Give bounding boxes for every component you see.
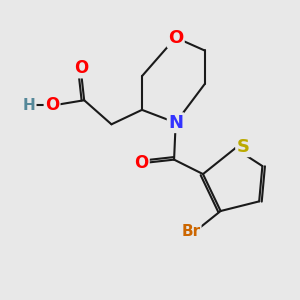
Text: O: O: [134, 154, 148, 172]
Text: O: O: [74, 59, 88, 77]
Text: N: N: [168, 114, 183, 132]
Text: S: S: [237, 138, 250, 156]
Text: H: H: [22, 98, 35, 112]
Text: O: O: [45, 96, 59, 114]
Text: Br: Br: [181, 224, 200, 239]
Text: O: O: [168, 28, 183, 46]
